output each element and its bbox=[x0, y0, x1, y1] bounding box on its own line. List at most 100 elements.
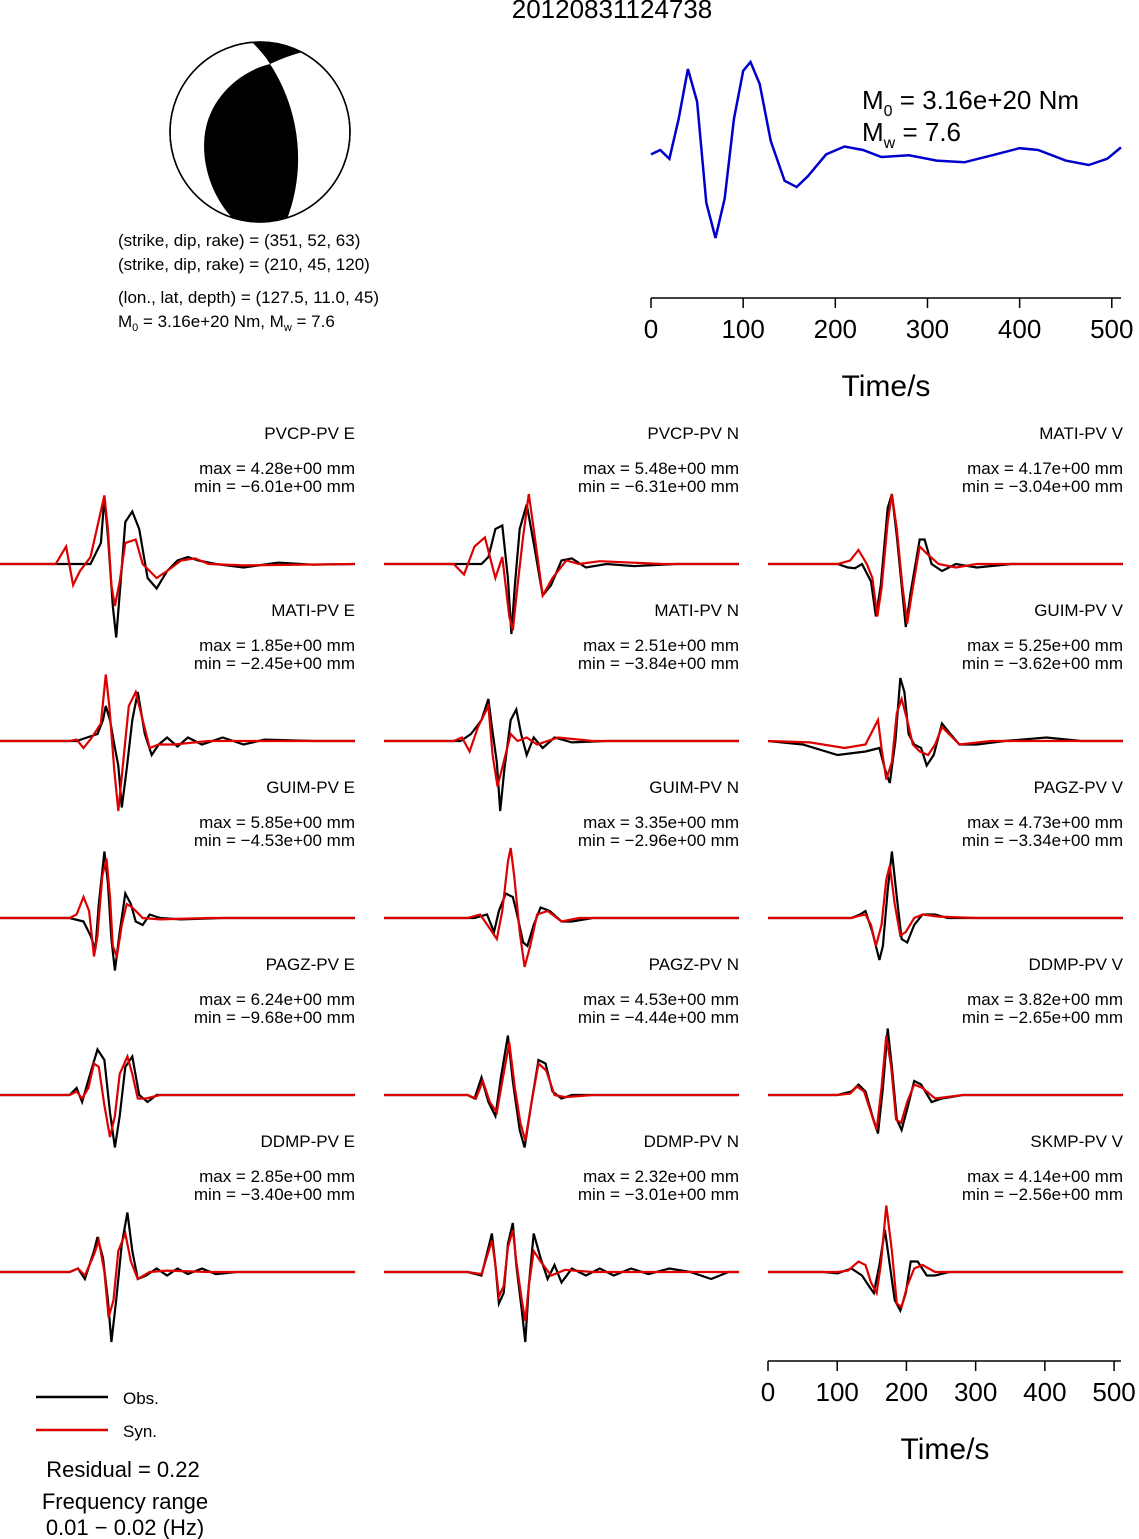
observed-trace bbox=[768, 1229, 1123, 1314]
max-amplitude-label: max = 6.24e+00 mm bbox=[199, 990, 355, 1009]
figure-title: 20120831124738 bbox=[512, 0, 713, 24]
mechanism-line-2: (strike, dip, rake) = (210, 45, 120) bbox=[118, 255, 370, 274]
legend-syn-label: Syn. bbox=[123, 1422, 157, 1441]
station-label: PVCP-PV E bbox=[264, 424, 355, 443]
waveform-x-tick-label: 200 bbox=[885, 1377, 928, 1407]
synthetic-trace bbox=[0, 1053, 355, 1138]
observed-trace bbox=[0, 691, 355, 808]
station-label: DDMP-PV V bbox=[1029, 955, 1124, 974]
max-amplitude-label: max = 1.85e+00 mm bbox=[199, 636, 355, 655]
min-amplitude-label: min = −2.96e+00 mm bbox=[578, 831, 739, 850]
stf-mw-value: 7.6 bbox=[925, 117, 961, 147]
beachball-compression-main bbox=[204, 64, 299, 222]
max-amplitude-label: max = 4.73e+00 mm bbox=[967, 813, 1123, 832]
stf-x-tick-label: 200 bbox=[814, 314, 857, 344]
max-amplitude-label: max = 3.35e+00 mm bbox=[583, 813, 739, 832]
min-amplitude-label: min = −2.65e+00 mm bbox=[962, 1008, 1123, 1027]
stf-x-tick-label: 500 bbox=[1090, 314, 1133, 344]
observed-trace bbox=[384, 1035, 739, 1148]
min-amplitude-label: min = −3.01e+00 mm bbox=[578, 1185, 739, 1204]
observed-trace bbox=[384, 1222, 739, 1343]
min-amplitude-label: min = −3.04e+00 mm bbox=[962, 477, 1123, 496]
min-amplitude-label: min = −4.53e+00 mm bbox=[194, 831, 355, 850]
stf-x-tick-label: 300 bbox=[906, 314, 949, 344]
observed-trace bbox=[0, 1212, 355, 1343]
min-amplitude-label: min = −3.34e+00 mm bbox=[962, 831, 1123, 850]
max-amplitude-label: max = 5.48e+00 mm bbox=[583, 459, 739, 478]
waveform-x-tick-label: 100 bbox=[816, 1377, 859, 1407]
mechanism-magnitude-value: 7.6 bbox=[311, 312, 335, 331]
synthetic-trace bbox=[384, 701, 739, 787]
synthetic-trace bbox=[0, 1229, 355, 1318]
max-amplitude-label: max = 4.28e+00 mm bbox=[199, 459, 355, 478]
max-amplitude-label: max = 3.82e+00 mm bbox=[967, 990, 1123, 1009]
waveform-x-axis: 0 100 200 300 400 500 bbox=[761, 1360, 1136, 1407]
station-label: PAGZ-PV N bbox=[649, 955, 739, 974]
observed-trace bbox=[384, 504, 739, 635]
station-label: DDMP-PV N bbox=[644, 1132, 739, 1151]
mechanism-moment-value: 3.16e+20 bbox=[158, 312, 229, 331]
frequency-range-value: 0.01 − 0.02 (Hz) bbox=[46, 1515, 204, 1539]
stf-panel: M0 = 3.16e+20 Nm Mw = 7.6 0 100 200 300 400 5… bbox=[644, 59, 1133, 403]
synthetic-trace bbox=[768, 1035, 1123, 1131]
max-amplitude-label: max = 4.14e+00 mm bbox=[967, 1167, 1123, 1186]
waveform-x-tick-label: 300 bbox=[954, 1377, 997, 1407]
synthetic-trace bbox=[384, 1229, 739, 1322]
legend: Obs. Syn. bbox=[36, 1389, 159, 1441]
mechanism-line-1: (strike, dip, rake) = (351, 52, 63) bbox=[118, 231, 360, 250]
synthetic-trace bbox=[767, 695, 1123, 780]
synthetic-trace bbox=[768, 865, 1123, 947]
waveform-x-axis-title: Time/s bbox=[901, 1433, 990, 1466]
stf-x-tick-label: 400 bbox=[998, 314, 1041, 344]
station-label: GUIM-PV N bbox=[649, 778, 739, 797]
beachball bbox=[169, 41, 351, 223]
min-amplitude-label: min = −3.84e+00 mm bbox=[578, 654, 739, 673]
station-label: PAGZ-PV E bbox=[266, 955, 355, 974]
max-amplitude-label: max = 2.85e+00 mm bbox=[199, 1167, 355, 1186]
synthetic-trace bbox=[384, 493, 739, 631]
observed-trace bbox=[768, 1028, 1123, 1134]
synthetic-trace bbox=[768, 1205, 1123, 1309]
waveform-x-tick-label: 400 bbox=[1023, 1377, 1066, 1407]
stf-x-axis-title: Time/s bbox=[842, 370, 931, 403]
station-label: MATI-PV V bbox=[1039, 424, 1123, 443]
stf-curve bbox=[650, 59, 1122, 239]
min-amplitude-label: min = −2.45e+00 mm bbox=[194, 654, 355, 673]
stf-x-tick-label: 100 bbox=[721, 314, 764, 344]
beachball-compression-top bbox=[250, 42, 312, 64]
max-amplitude-label: max = 4.17e+00 mm bbox=[967, 459, 1123, 478]
station-label: MATI-PV N bbox=[654, 601, 739, 620]
observed-trace bbox=[384, 891, 739, 948]
station-label: DDMP-PV E bbox=[261, 1132, 355, 1151]
synthetic-trace bbox=[768, 493, 1123, 624]
stf-m0-value: 3.16e+20 Nm bbox=[922, 85, 1079, 115]
residual-text: Residual = 0.22 bbox=[46, 1457, 200, 1482]
min-amplitude-label: min = −4.44e+00 mm bbox=[578, 1008, 739, 1027]
mechanism-moment-line: M0 = 3.16e+20 Nm, Mw = 7.6 bbox=[118, 312, 335, 334]
station-label: GUIM-PV E bbox=[266, 778, 355, 797]
station-label: PAGZ-PV V bbox=[1034, 778, 1124, 797]
frequency-range-label: Frequency range bbox=[42, 1489, 208, 1514]
station-label: GUIM-PV V bbox=[1034, 601, 1123, 620]
observed-trace bbox=[768, 851, 1123, 961]
max-amplitude-label: max = 2.51e+00 mm bbox=[583, 636, 739, 655]
mechanism-line-3: (lon., lat, depth) = (127.5, 11.0, 45) bbox=[118, 288, 379, 307]
min-amplitude-label: min = −3.40e+00 mm bbox=[194, 1185, 355, 1204]
min-amplitude-label: min = −9.68e+00 mm bbox=[194, 1008, 355, 1027]
station-label: MATI-PV E bbox=[271, 601, 355, 620]
synthetic-trace bbox=[384, 847, 739, 968]
stf-x-axis: 0 100 200 300 400 500 bbox=[644, 297, 1133, 344]
